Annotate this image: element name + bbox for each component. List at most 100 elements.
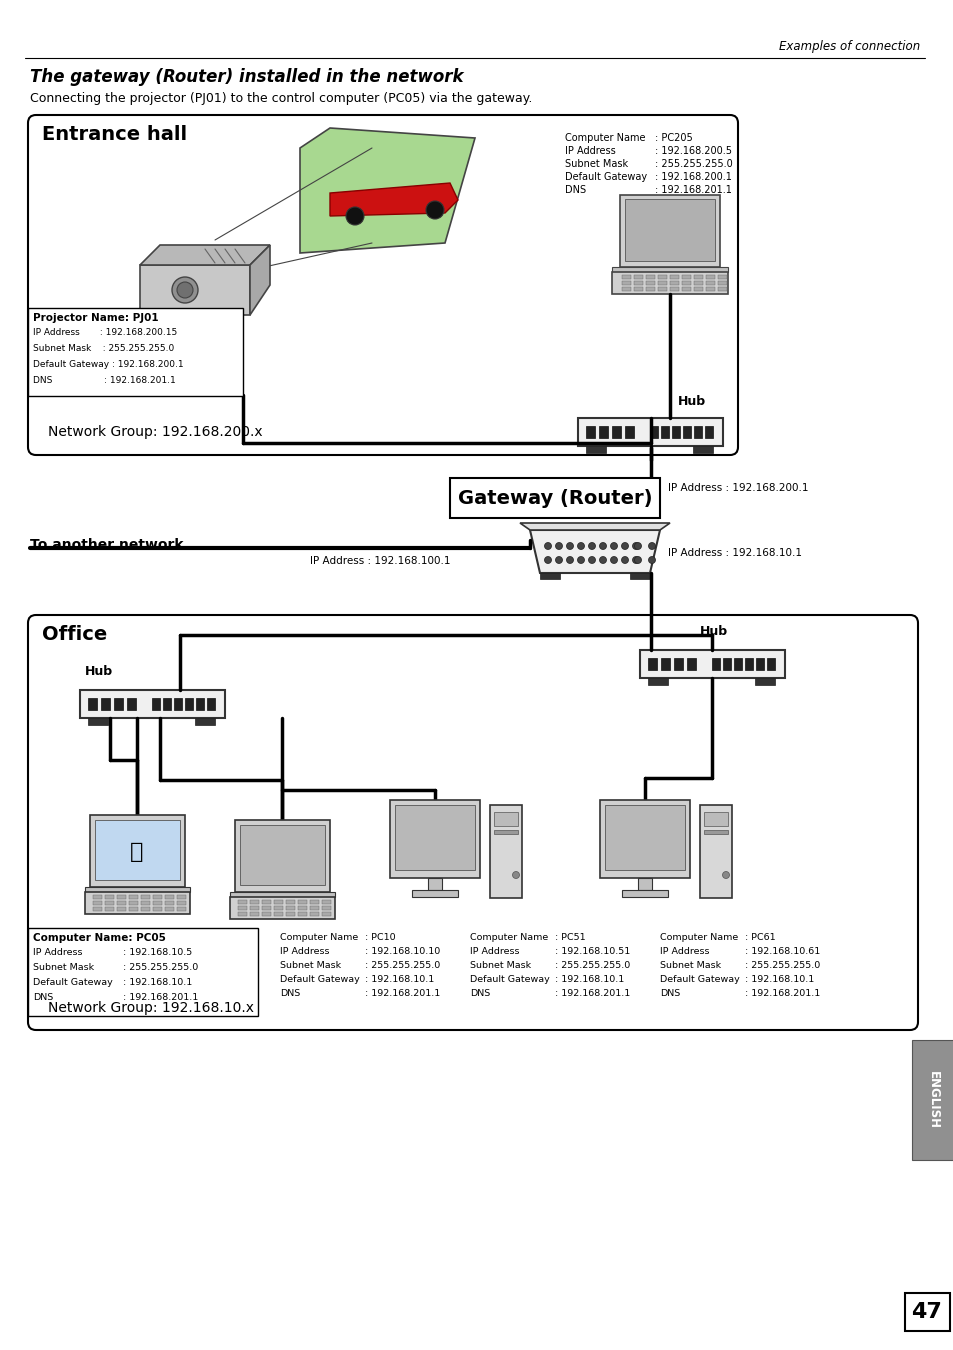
Bar [494, 830, 517, 834]
Bar [673, 657, 682, 670]
Bar [754, 678, 774, 684]
Bar [92, 895, 102, 899]
Bar [80, 690, 225, 718]
Bar [195, 698, 204, 710]
Bar [310, 906, 318, 910]
Bar [85, 892, 190, 914]
Bar [612, 427, 620, 437]
Bar [638, 878, 651, 890]
Bar [412, 890, 457, 896]
Bar [237, 906, 247, 910]
Circle shape [632, 556, 639, 563]
Bar [152, 900, 162, 904]
Bar [612, 271, 727, 294]
Bar [274, 913, 283, 917]
Bar [390, 801, 479, 878]
Bar [88, 718, 108, 725]
Text: : 192.168.10.1: : 192.168.10.1 [123, 977, 193, 987]
Text: Hub: Hub [85, 666, 113, 678]
Bar [733, 657, 741, 670]
Bar [705, 275, 714, 279]
Bar [649, 427, 658, 437]
Text: Subnet Mask: Subnet Mask [564, 159, 627, 169]
Bar [117, 907, 126, 911]
Bar [704, 427, 712, 437]
Bar [766, 657, 774, 670]
FancyBboxPatch shape [28, 616, 917, 1030]
Bar [92, 900, 102, 904]
Bar [113, 698, 123, 710]
Text: Default Gateway : 192.168.200.1: Default Gateway : 192.168.200.1 [33, 360, 183, 369]
Bar [101, 698, 110, 710]
Text: DNS: DNS [33, 994, 53, 1002]
Bar [237, 913, 247, 917]
Bar [274, 906, 283, 910]
Bar [92, 907, 102, 911]
Text: 47: 47 [911, 1301, 942, 1322]
Circle shape [634, 543, 640, 549]
Bar [165, 907, 173, 911]
Bar [310, 900, 318, 904]
Circle shape [648, 543, 655, 549]
Circle shape [721, 872, 729, 879]
Circle shape [512, 872, 519, 879]
Circle shape [577, 556, 584, 563]
Bar [274, 900, 283, 904]
Bar [117, 895, 126, 899]
Bar [237, 900, 247, 904]
Text: DNS: DNS [564, 185, 585, 194]
Bar [234, 819, 330, 892]
Text: IP Address : 192.168.100.1: IP Address : 192.168.100.1 [310, 556, 450, 566]
Bar [647, 657, 657, 670]
Bar [718, 288, 726, 292]
Text: DNS                  : 192.168.201.1: DNS : 192.168.201.1 [33, 377, 175, 385]
Text: : 255.255.255.0: : 255.255.255.0 [123, 963, 198, 972]
Bar [647, 678, 667, 684]
Circle shape [632, 543, 639, 549]
Bar [207, 698, 214, 710]
Bar [744, 657, 752, 670]
Bar [28, 308, 243, 396]
Text: : 255.255.255.0: : 255.255.255.0 [365, 961, 439, 971]
Bar [669, 275, 679, 279]
Bar [395, 805, 475, 869]
Bar [286, 900, 294, 904]
Text: : 255.255.255.0: : 255.255.255.0 [655, 159, 732, 169]
Bar [703, 811, 727, 826]
Bar [262, 900, 271, 904]
Circle shape [620, 543, 628, 549]
Text: IP Address: IP Address [280, 946, 329, 956]
Bar [117, 900, 126, 904]
Bar [604, 805, 684, 869]
Bar [682, 427, 690, 437]
Polygon shape [330, 184, 457, 216]
Text: Projector Name: PJ01: Projector Name: PJ01 [33, 313, 158, 323]
Text: : PC205: : PC205 [655, 134, 692, 143]
Bar [645, 275, 655, 279]
Polygon shape [250, 244, 270, 315]
Text: : 192.168.10.1: : 192.168.10.1 [744, 975, 814, 984]
Bar [911, 1040, 953, 1160]
Bar [639, 649, 784, 678]
Polygon shape [140, 244, 270, 265]
Circle shape [610, 543, 617, 549]
Circle shape [577, 543, 584, 549]
Circle shape [544, 556, 551, 563]
Bar [129, 895, 138, 899]
Circle shape [544, 543, 551, 549]
Bar [428, 878, 441, 890]
Text: Subnet Mask: Subnet Mask [470, 961, 531, 971]
Bar [722, 657, 730, 670]
Text: Computer Name: PC05: Computer Name: PC05 [33, 933, 166, 944]
Bar [619, 194, 720, 267]
Text: : 192.168.200.1: : 192.168.200.1 [655, 171, 731, 182]
Bar [705, 288, 714, 292]
Text: Default Gateway: Default Gateway [564, 171, 646, 182]
Bar [286, 906, 294, 910]
Bar [693, 281, 702, 285]
Bar [490, 805, 521, 898]
Text: Default Gateway: Default Gateway [470, 975, 549, 984]
Bar [578, 418, 722, 446]
Circle shape [426, 201, 443, 219]
Bar [686, 657, 696, 670]
